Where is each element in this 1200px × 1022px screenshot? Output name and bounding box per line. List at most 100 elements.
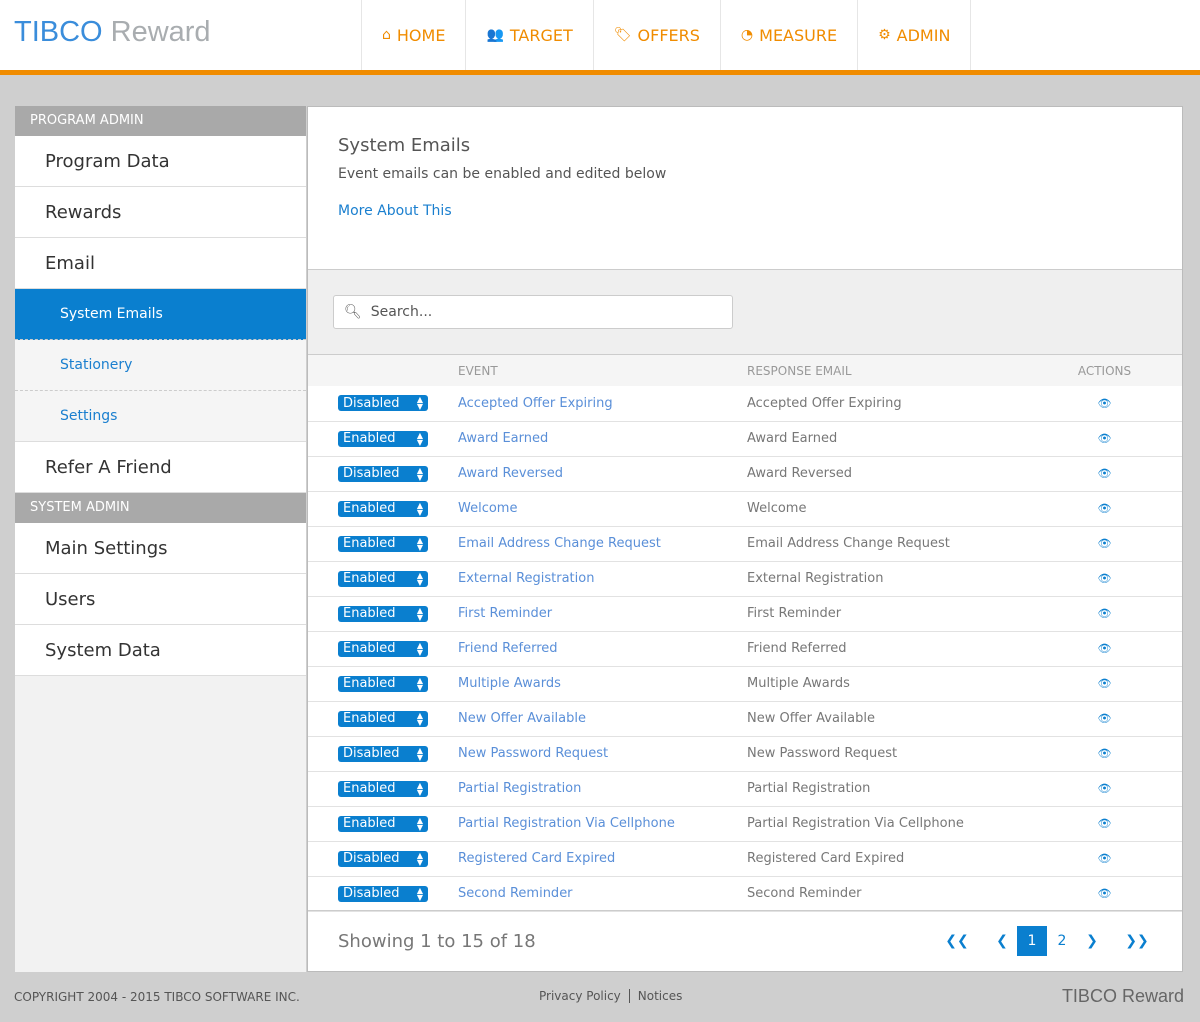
notices-link[interactable]: Notices [637, 989, 683, 1003]
nav-measure[interactable]: ◔ MEASURE [719, 0, 857, 70]
nav-offers[interactable]: 🏷 OFFERS [592, 0, 720, 70]
status-select[interactable]: Enabled ▲ ▼ [338, 570, 428, 587]
status-select[interactable]: Enabled ▲ ▼ [338, 675, 428, 692]
response-email: Award Earned [747, 421, 1027, 457]
view-eye-icon[interactable]: 👁︎ [1027, 596, 1182, 632]
status-select[interactable]: Enabled ▲ ▼ [338, 500, 428, 517]
status-select[interactable]: Enabled ▲ ▼ [338, 430, 428, 447]
event-link[interactable]: Award Earned [458, 431, 549, 446]
view-eye-icon[interactable]: 👁︎ [1027, 631, 1182, 667]
table-row: Enabled ▲ ▼ First Reminder First Reminder … [308, 596, 1182, 632]
table-row: Enabled ▲ ▼ External Registration External… [308, 561, 1182, 597]
view-eye-icon[interactable]: 👁︎ [1027, 666, 1182, 702]
event-link[interactable]: Partial Registration Via Cellphone [458, 816, 675, 831]
main-panel: System Emails Event emails can be enable… [307, 106, 1183, 972]
page-2-button[interactable]: 2 [1057, 933, 1067, 949]
sidebar-item-settings[interactable]: Settings [15, 391, 306, 442]
sidebar-item-main-settings[interactable]: Main Settings [15, 523, 306, 574]
event-link[interactable]: Partial Registration [458, 781, 582, 796]
view-eye-icon[interactable]: 👁︎ [1027, 561, 1182, 597]
view-eye-icon[interactable]: 👁︎ [1027, 841, 1182, 877]
sidebar-item-stationery[interactable]: Stationery [15, 340, 306, 391]
view-eye-icon[interactable]: 👁︎ [1027, 386, 1182, 422]
nav-admin[interactable]: ⚙ ADMIN [857, 0, 972, 70]
status-select[interactable]: Disabled ▲ ▼ [338, 885, 428, 902]
logo[interactable]: TIBCO Reward [14, 16, 211, 48]
view-eye-icon[interactable]: 👁︎ [1027, 876, 1182, 912]
event-link[interactable]: Friend Referred [458, 641, 558, 656]
response-email: Award Reversed [747, 456, 1027, 492]
event-link[interactable]: Welcome [458, 501, 518, 516]
col-response-email: RESPONSE EMAIL [747, 355, 1027, 386]
showing-count: Showing 1 to 15 of 18 [338, 930, 536, 952]
view-eye-icon[interactable]: 👁︎ [1027, 421, 1182, 457]
gears-icon: ⚙ [878, 27, 891, 43]
privacy-policy-link[interactable]: Privacy Policy [531, 989, 630, 1003]
response-email: New Password Request [747, 736, 1027, 772]
event-link[interactable]: Second Reminder [458, 886, 573, 901]
sort-arrows-icon: ▲ ▼ [416, 605, 423, 622]
prev-page-button[interactable]: ❮ [996, 933, 1008, 949]
emails-table: EVENT RESPONSE EMAIL ACTIONS Disabled ▲ ▼ … [308, 355, 1182, 912]
sidebar-item-system-data[interactable]: System Data [15, 625, 306, 676]
first-page-button[interactable]: ❮❮ [945, 933, 969, 949]
view-eye-icon[interactable]: 👁︎ [1027, 526, 1182, 562]
response-email: New Offer Available [747, 701, 1027, 737]
view-eye-icon[interactable]: 👁︎ [1027, 736, 1182, 772]
table-row: Disabled ▲ ▼ Award Reversed Award Reversed… [308, 456, 1182, 492]
status-select[interactable]: Disabled ▲ ▼ [338, 395, 428, 412]
sidebar-item-rewards[interactable]: Rewards [15, 187, 306, 238]
event-link[interactable]: New Offer Available [458, 711, 586, 726]
view-eye-icon[interactable]: 👁︎ [1027, 771, 1182, 807]
sort-arrows-icon: ▲ ▼ [416, 640, 423, 657]
sidebar-item-refer-a-friend[interactable]: Refer A Friend [15, 442, 306, 493]
event-link[interactable]: Multiple Awards [458, 676, 561, 691]
nav-home[interactable]: ⌂ HOME [361, 0, 465, 70]
view-eye-icon[interactable]: 👁︎ [1027, 701, 1182, 737]
status-select[interactable]: Enabled ▲ ▼ [338, 605, 428, 622]
sidebar-item-users[interactable]: Users [15, 574, 306, 625]
sidebar-item-email[interactable]: Email [15, 238, 306, 289]
table-row: Enabled ▲ ▼ New Offer Available New Offer … [308, 701, 1182, 737]
view-eye-icon[interactable]: 👁︎ [1027, 806, 1182, 842]
sidebar-item-system-emails[interactable]: System Emails [15, 289, 306, 340]
status-select[interactable]: Disabled ▲ ▼ [338, 465, 428, 482]
event-link[interactable]: Email Address Change Request [458, 536, 661, 551]
event-link[interactable]: First Reminder [458, 606, 553, 621]
more-about-link[interactable]: More About This [338, 203, 452, 219]
sort-arrows-icon: ▲ ▼ [416, 500, 423, 517]
search-area: 🔍︎ Search... [308, 270, 1182, 355]
footer-logo: TIBCO Reward [1061, 986, 1184, 1006]
status-select[interactable]: Enabled ▲ ▼ [338, 535, 428, 552]
last-page-button[interactable]: ❯❯ [1125, 933, 1149, 949]
status-select[interactable]: Enabled ▲ ▼ [338, 640, 428, 657]
status-select[interactable]: Disabled ▲ ▼ [338, 745, 428, 762]
nav-target[interactable]: 👥 TARGET [465, 0, 592, 70]
event-link[interactable]: Award Reversed [458, 466, 563, 481]
users-icon: 👥 [486, 27, 504, 43]
search-placeholder: Search... [370, 304, 433, 320]
event-link[interactable]: Accepted Offer Expiring [458, 395, 613, 411]
table-row: Enabled ▲ ▼ Award Earned Award Earned 👁︎ [308, 421, 1182, 457]
section-program-admin: PROGRAM ADMIN [15, 106, 306, 136]
event-link[interactable]: New Password Request [458, 746, 609, 761]
event-link[interactable]: External Registration [458, 571, 595, 586]
page-title: System Emails [338, 135, 471, 156]
response-email: Multiple Awards [747, 666, 1027, 702]
status-select[interactable]: Disabled ▲ ▼ [338, 850, 428, 867]
next-page-button[interactable]: ❯ [1086, 933, 1098, 949]
view-eye-icon[interactable]: 👁︎ [1027, 456, 1182, 492]
search-input[interactable]: 🔍︎ Search... [333, 295, 733, 329]
sort-arrows-icon: ▲ ▼ [416, 395, 423, 412]
table-row: Enabled ▲ ▼ Email Address Change Request E… [308, 526, 1182, 562]
event-link[interactable]: Registered Card Expired [458, 851, 616, 866]
page-1-button[interactable]: 1 [1017, 926, 1047, 956]
response-email: External Registration [747, 561, 1027, 597]
sidebar: PROGRAM ADMIN Program Data Rewards Email… [15, 106, 306, 972]
status-select[interactable]: Enabled ▲ ▼ [338, 815, 428, 832]
sidebar-item-program-data[interactable]: Program Data [15, 136, 306, 187]
view-eye-icon[interactable]: 👁︎ [1027, 491, 1182, 527]
status-select[interactable]: Enabled ▲ ▼ [338, 710, 428, 727]
status-select[interactable]: Enabled ▲ ▼ [338, 780, 428, 797]
header-accent-bar [0, 70, 1200, 75]
